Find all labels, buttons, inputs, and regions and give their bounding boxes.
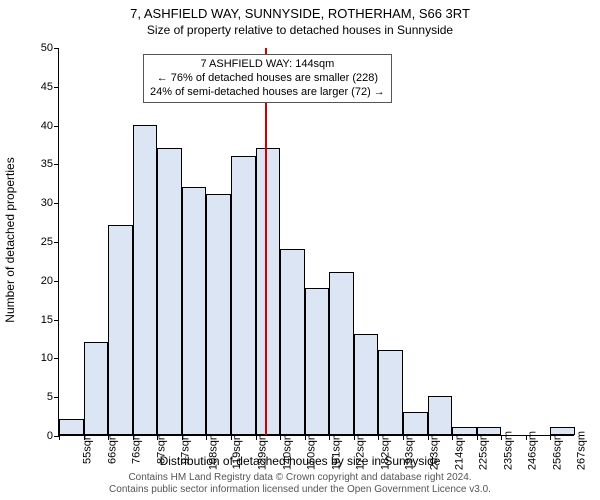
annotation-line3: 24% of semi-detached houses are larger (… [150, 86, 385, 100]
x-tickmark [59, 435, 60, 440]
histogram-bar [206, 194, 231, 435]
x-tickmark [428, 435, 429, 440]
x-tickmark [378, 435, 379, 440]
x-tickmark [133, 435, 134, 440]
y-tick: 50 [23, 42, 53, 54]
y-tick: 45 [23, 81, 53, 93]
y-tick: 30 [23, 197, 53, 209]
x-tickmark [280, 435, 281, 440]
x-tickmark [182, 435, 183, 440]
x-tickmark [550, 435, 551, 440]
plot-area: 0510152025303540455055sqm66sqm76sqm87sqm… [58, 48, 574, 436]
y-tick: 0 [23, 430, 53, 442]
x-tickmark [256, 435, 257, 440]
histogram-bar [329, 272, 354, 435]
x-tickmark [231, 435, 232, 440]
y-tick: 15 [23, 314, 53, 326]
x-tickmark [526, 435, 527, 440]
x-tickmark [157, 435, 158, 440]
x-tickmark [108, 435, 109, 440]
histogram-bar [256, 148, 281, 435]
histogram-bar [84, 342, 109, 435]
reference-line [265, 48, 267, 435]
x-tickmark [84, 435, 85, 440]
x-tickmark [206, 435, 207, 440]
histogram-bar [403, 412, 428, 435]
x-tickmark [477, 435, 478, 440]
y-tick: 25 [23, 236, 53, 248]
y-tick: 5 [23, 391, 53, 403]
annotation-line1: 7 ASHFIELD WAY: 144sqm [150, 58, 385, 72]
footer-line1: Contains HM Land Registry data © Crown c… [0, 472, 600, 484]
y-tick: 10 [23, 352, 53, 364]
chart-title-main: 7, ASHFIELD WAY, SUNNYSIDE, ROTHERHAM, S… [0, 6, 600, 21]
annotation-line2: ← 76% of detached houses are smaller (22… [150, 72, 385, 86]
histogram-bar [550, 427, 575, 435]
histogram-bar [428, 396, 453, 435]
y-tick: 20 [23, 275, 53, 287]
histogram-bar [477, 427, 502, 435]
x-tickmark [501, 435, 502, 440]
chart-title-sub: Size of property relative to detached ho… [0, 23, 600, 37]
histogram-bar [108, 225, 133, 435]
annotation-box: 7 ASHFIELD WAY: 144sqm ← 76% of detached… [143, 54, 392, 103]
y-axis-label: Number of detached properties [3, 157, 17, 322]
x-tickmark [354, 435, 355, 440]
y-tick: 40 [23, 120, 53, 132]
histogram-bar [182, 187, 207, 435]
histogram-bar [59, 419, 84, 435]
x-axis-label: Distribution of detached houses by size … [0, 454, 600, 468]
y-tick: 35 [23, 158, 53, 170]
footer-attribution: Contains HM Land Registry data © Crown c… [0, 472, 600, 496]
histogram-bar [378, 350, 403, 435]
histogram-bar [157, 148, 182, 435]
x-tickmark [329, 435, 330, 440]
x-tickmark [452, 435, 453, 440]
histogram-bar [280, 249, 305, 435]
histogram-bar [452, 427, 477, 435]
chart-area: 0510152025303540455055sqm66sqm76sqm87sqm… [58, 48, 574, 436]
histogram-bar [133, 125, 158, 435]
x-tickmark [305, 435, 306, 440]
histogram-bar [354, 334, 379, 435]
footer-line2: Contains public sector information licen… [0, 484, 600, 496]
x-tickmark [403, 435, 404, 440]
histogram-bar [305, 288, 330, 435]
histogram-bar [231, 156, 256, 435]
